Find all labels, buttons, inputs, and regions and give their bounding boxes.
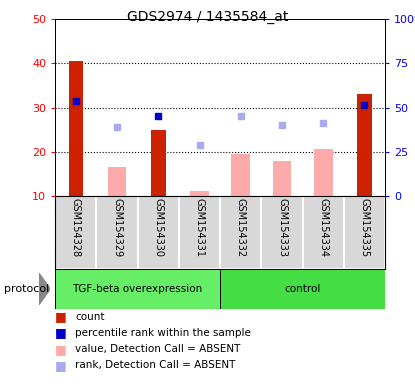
Text: ■: ■ [55,310,67,323]
Bar [357,94,372,196]
Bar [273,161,291,196]
Text: GSM154334: GSM154334 [318,198,328,257]
Bar [220,196,261,269]
Bar [314,149,333,196]
Text: ■: ■ [55,359,67,372]
Text: GSM154333: GSM154333 [277,198,287,257]
Bar [96,196,138,269]
Bar [55,196,96,269]
Text: percentile rank within the sample: percentile rank within the sample [75,328,251,338]
Text: GSM154332: GSM154332 [236,198,246,257]
Text: rank, Detection Call = ABSENT: rank, Detection Call = ABSENT [75,360,235,370]
Text: TGF-beta overexpression: TGF-beta overexpression [73,284,203,294]
Text: ■: ■ [55,326,67,339]
Text: ■: ■ [55,343,67,356]
Text: GSM154331: GSM154331 [195,198,205,257]
Bar [138,196,179,269]
Bar [107,167,127,196]
Text: GSM154335: GSM154335 [359,198,369,257]
Bar [232,154,250,196]
Bar [220,269,385,309]
Bar [344,196,385,269]
Bar [55,269,220,309]
Bar [303,196,344,269]
Bar [190,192,209,196]
Bar [151,130,166,196]
Text: GSM154328: GSM154328 [71,198,81,257]
Polygon shape [39,273,50,305]
Text: count: count [75,312,105,322]
Text: value, Detection Call = ABSENT: value, Detection Call = ABSENT [75,344,240,354]
Bar [68,61,83,196]
Text: GSM154330: GSM154330 [153,198,163,257]
Text: control: control [284,284,321,294]
Bar [179,196,220,269]
Text: GSM154329: GSM154329 [112,198,122,257]
Text: GDS2974 / 1435584_at: GDS2974 / 1435584_at [127,10,288,23]
Bar [261,196,303,269]
Text: protocol: protocol [4,284,49,294]
